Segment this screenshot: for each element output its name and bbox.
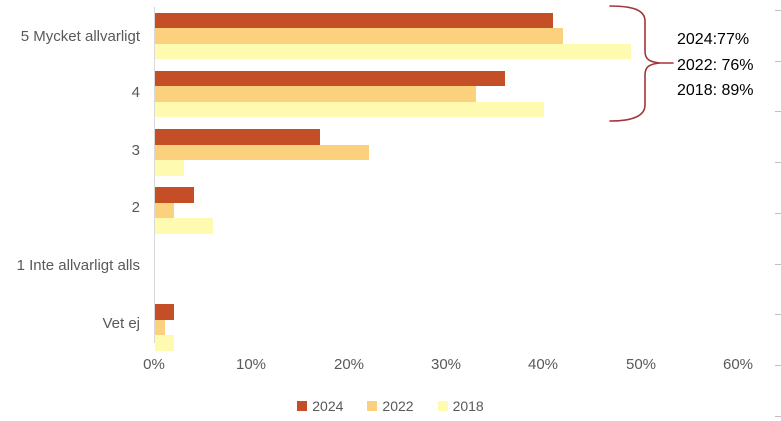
grid-edge-dash (775, 263, 781, 265)
grid-edge-dash (775, 415, 781, 417)
bar-2018-5[interactable] (155, 335, 175, 351)
grid-edge-dash (775, 10, 781, 11)
bar-2018-0[interactable] (155, 43, 632, 59)
x-axis-tick-label: 60% (722, 356, 754, 373)
bar-2018-3[interactable] (155, 218, 214, 234)
category-label: Vet ej (102, 315, 140, 332)
category-label: 5 Mycket allvarligt (20, 28, 140, 45)
bar-2022-2[interactable] (155, 144, 369, 161)
grid-edge-dash (775, 212, 781, 214)
bar-2024-0[interactable] (155, 12, 554, 28)
annotation-line: 2022: 76% (677, 56, 754, 74)
category-label: 4 (131, 84, 140, 101)
x-axis-tick-label: 0% (143, 356, 165, 373)
x-axis-tick-label: 30% (430, 356, 462, 373)
bar-2024-5[interactable] (155, 304, 175, 320)
grid-edge-dash (775, 60, 781, 62)
bar-2022-0[interactable] (155, 28, 564, 44)
legend-swatch-2024-icon (297, 401, 308, 411)
legend-label: 2024 (312, 398, 344, 414)
grid-edge-dash (775, 364, 781, 366)
x-axis-tick-label: 20% (333, 356, 365, 373)
annotation-callout[interactable]: 2024:77% 2022: 76% 2018: 89% (677, 27, 754, 104)
curly-brace-icon[interactable] (605, 2, 677, 126)
legend-swatch-2018-icon (437, 401, 448, 411)
grid-edge-dash (775, 314, 781, 316)
legend-label: 2018 (452, 398, 484, 414)
bar-2022-1[interactable] (155, 86, 476, 102)
legend-item-2024[interactable]: 2024 (297, 398, 343, 414)
legend-label: 2022 (382, 398, 414, 414)
legend-swatch-2022-icon (367, 401, 378, 411)
category-label: 2 (131, 199, 140, 216)
annotation-line: 2018: 89% (677, 82, 754, 99)
bar-2024-3[interactable] (155, 187, 194, 203)
bar-2024-2[interactable] (155, 129, 321, 145)
grid-edge-dash (775, 111, 781, 113)
category-axis-line (154, 7, 155, 343)
x-axis-tick-label: 50% (625, 356, 657, 373)
bar-2022-3[interactable] (155, 202, 175, 219)
bar-2018-2[interactable] (155, 160, 185, 176)
bar-2018-1[interactable] (155, 101, 544, 118)
legend: 2024 2022 2018 (0, 398, 781, 414)
legend-item-2018[interactable]: 2018 (437, 398, 484, 414)
bar-2022-5[interactable] (155, 319, 165, 336)
bar-2024-1[interactable] (155, 70, 505, 87)
grid-edge-dash (775, 162, 781, 164)
category-label: 1 Inte allvarligt alls (16, 257, 140, 274)
annotation-line: 2024:77% (677, 31, 750, 48)
x-axis-tick-label: 10% (235, 356, 267, 373)
category-label: 3 (131, 142, 140, 159)
x-axis-tick-label: 40% (527, 356, 559, 373)
legend-item-2022[interactable]: 2022 (367, 398, 414, 414)
